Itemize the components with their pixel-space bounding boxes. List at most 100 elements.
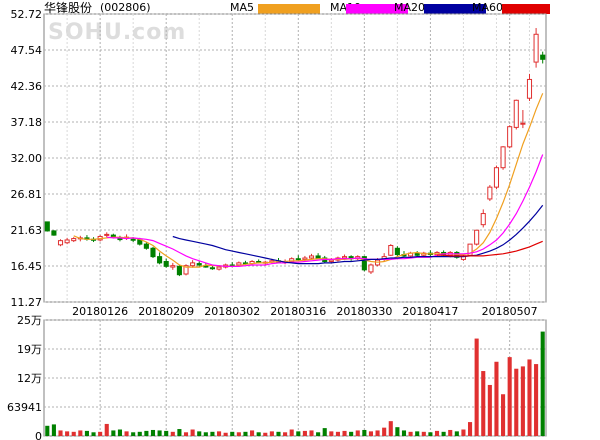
volume-bar: [78, 430, 83, 436]
volume-bar: [150, 429, 156, 436]
volume-bar: [441, 431, 446, 436]
candle-body: [143, 243, 149, 249]
stock-code: (002806): [100, 1, 151, 14]
candle-body: [487, 186, 493, 200]
volume-bar: [71, 431, 76, 436]
volume-bar: [223, 432, 228, 436]
volume-tick-label: 12万: [17, 372, 42, 385]
price-tick-label: 52.72: [11, 8, 43, 21]
candle-body: [507, 126, 513, 148]
volume-bar: [243, 431, 248, 436]
ma-line-ma60: [437, 240, 543, 257]
volume-panel-frame: [43, 319, 547, 437]
volume-bar: [474, 338, 479, 436]
volume-bar: [527, 359, 532, 436]
volume-bar: [296, 431, 301, 436]
date-tick-label: 20180209: [138, 305, 194, 318]
legend-ma10-swatch: [346, 4, 408, 14]
volume-bar: [124, 431, 129, 436]
legend-ma60-swatch: [502, 4, 550, 14]
candle-body: [209, 267, 215, 270]
legend-ma60-label: MA60: [472, 1, 504, 14]
candle-body: [216, 266, 222, 270]
volume-tick-label: 0: [35, 430, 42, 440]
volume-bar: [362, 429, 367, 436]
volume-bar: [501, 394, 506, 436]
legend-ma20-label: MA20: [394, 1, 426, 14]
volume-bar: [283, 432, 288, 436]
date-tick-label: 20180417: [402, 305, 458, 318]
candle-body: [104, 233, 110, 236]
candle-body: [190, 262, 196, 267]
volume-bar: [481, 371, 486, 436]
volume-bar: [395, 427, 400, 436]
volume-bar: [487, 384, 492, 436]
candle-body: [163, 260, 169, 267]
volume-bar: [342, 430, 347, 436]
candle-body: [341, 256, 348, 259]
volume-bar: [111, 430, 116, 436]
candle-body: [533, 33, 539, 63]
volume-bar: [322, 428, 327, 436]
volume-bar: [421, 431, 426, 436]
candle-body: [289, 258, 295, 262]
date-tick-label: 20180330: [336, 305, 392, 318]
legend-ma5-swatch: [258, 4, 320, 14]
price-tick-label: 47.54: [11, 44, 43, 57]
volume-bar: [84, 430, 89, 436]
volume-bar: [415, 431, 420, 436]
volume-bar: [269, 431, 274, 436]
candle-body: [57, 240, 64, 246]
volume-bar: [65, 431, 70, 436]
volume-bar: [454, 431, 459, 436]
volume-bar: [190, 429, 195, 436]
volume-bar: [434, 430, 440, 436]
candle-body: [394, 247, 400, 256]
candle-body: [480, 213, 486, 226]
volume-bar: [45, 425, 50, 436]
volume-bar: [197, 431, 202, 436]
candle-body: [295, 258, 301, 261]
candle-body: [183, 265, 189, 275]
date-tick-label: 20180507: [482, 305, 538, 318]
volume-bar: [51, 424, 56, 436]
volume-bar: [236, 432, 241, 436]
candle-body: [130, 238, 136, 241]
price-tick-label: 21.63: [11, 224, 43, 237]
volume-bar: [98, 431, 103, 436]
volume-bar: [131, 432, 136, 436]
volume-bar: [540, 331, 545, 436]
ma-line-ma10: [106, 154, 544, 267]
sohu-watermark: SOHU.com: [48, 20, 187, 45]
volume-bar: [157, 430, 162, 436]
volume-bar: [177, 429, 182, 436]
candle-body: [150, 247, 156, 258]
candle-body: [71, 238, 77, 242]
candle-body: [520, 122, 526, 125]
candle-body: [467, 243, 473, 256]
volume-tick-label: 25万: [17, 314, 42, 327]
volume-bar: [514, 368, 519, 436]
price-tick-label: 37.18: [11, 116, 43, 129]
stock-name: 华锋股份: [44, 1, 93, 15]
candle-body: [526, 78, 533, 99]
candle-body: [170, 265, 176, 268]
candle-body: [117, 238, 123, 241]
volume-bar: [104, 423, 109, 436]
volume-bar: [230, 431, 235, 436]
candle-body: [540, 54, 546, 60]
legend-ma20-swatch: [424, 4, 486, 14]
volume-bar: [256, 432, 261, 436]
volume-bar: [428, 432, 433, 436]
price-tick-label: 42.36: [11, 80, 43, 93]
date-tick-label: 20180302: [204, 305, 260, 318]
volume-bar: [494, 361, 499, 436]
candle-body: [236, 262, 242, 266]
volume-bar: [355, 430, 360, 436]
date-tick-label: 20180316: [270, 305, 326, 318]
volume-bar: [137, 431, 142, 436]
volume-bar: [216, 431, 222, 436]
volume-bar: [250, 430, 255, 436]
